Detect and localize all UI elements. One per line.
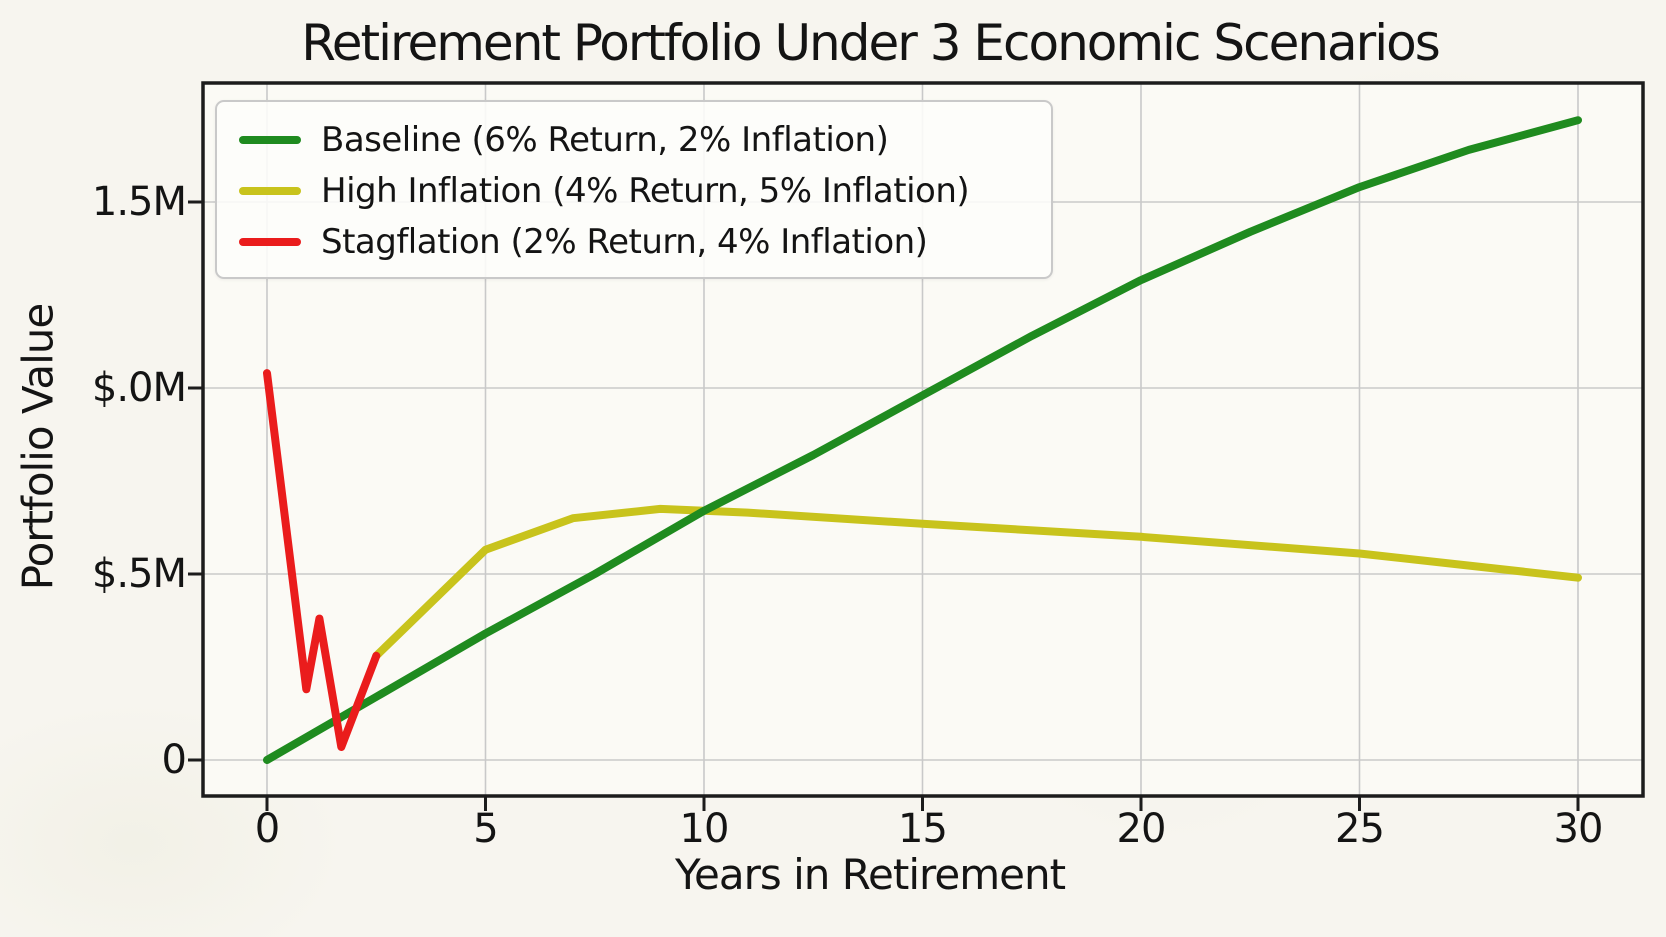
high-inflation-series-line — [372, 504, 1582, 660]
x-tick-label: 10 — [679, 806, 730, 852]
y-tick-label: $.0M — [91, 365, 187, 411]
axes-spines — [201, 81, 1645, 798]
x-tick-label: 30 — [1553, 806, 1604, 852]
legend-item-high-inflation: High Inflation (4% Return, 5% Inflation) — [217, 165, 1051, 216]
x-tick-label: 5 — [473, 806, 498, 852]
chart-title: Retirement Portfolio Under 3 Economic Sc… — [301, 14, 1441, 72]
baseline-series-line — [263, 116, 1582, 764]
legend-line-icon — [239, 186, 301, 195]
y-tick-label: $.5M — [91, 551, 187, 597]
x-tick-label: 25 — [1335, 806, 1385, 852]
y-axis-label: Portfolio Value — [13, 303, 63, 591]
legend-item-label: High Inflation (4% Return, 5% Inflation) — [321, 170, 970, 211]
legend: Baseline (6% Return, 2% Inflation) High I… — [215, 100, 1053, 279]
stagflation-series-line — [263, 369, 381, 751]
legend-line-icon — [239, 237, 301, 246]
legend-line-icon — [239, 135, 301, 144]
x-tick-label: 0 — [254, 806, 280, 852]
y-tick-label: 0 — [161, 737, 187, 783]
legend-item-label: Stagflation (2% Return, 4% Inflation) — [321, 221, 928, 262]
legend-item-label: Baseline (6% Return, 2% Inflation) — [321, 119, 889, 160]
x-tick-label: 20 — [1116, 806, 1167, 852]
x-tick-label: 15 — [898, 806, 948, 852]
y-tick-label: 1.5M — [91, 179, 187, 225]
x-axis-label: Years in Retirement — [674, 850, 1066, 899]
legend-item-stagflation: Stagflation (2% Return, 4% Inflation) — [217, 216, 1051, 267]
legend-item-baseline: Baseline (6% Return, 2% Inflation) — [217, 114, 1051, 165]
